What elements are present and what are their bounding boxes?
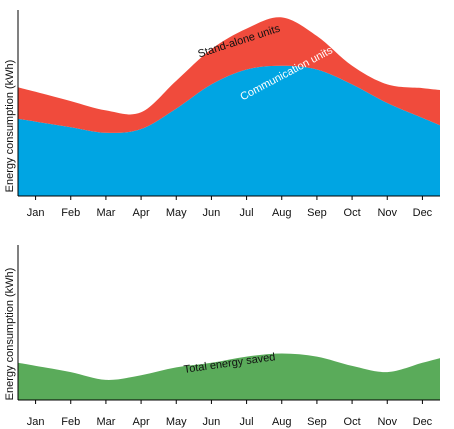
x-tick-label: Jan [27,207,45,219]
stacked-area-chart: Energy consumption (kWh) Communication u… [4,10,440,219]
x-tick-label: Mar [96,207,115,219]
area-total-energy-saved [18,353,440,400]
x-tick-label: Jun [203,207,221,219]
x-tick-label: Oct [344,207,361,219]
x-tick-label: Jul [240,416,254,428]
x-tick-label: Jun [203,416,221,428]
x-tick-label: Nov [377,207,397,219]
x-tick-label: Sep [307,416,327,428]
y-axis-label: Energy consumption (kWh) [4,268,16,401]
x-tick-label: May [166,416,187,428]
x-tick-label: Aug [272,207,292,219]
x-tick-label: Apr [133,207,150,219]
x-tick-label: Mar [96,416,115,428]
x-tick-label: Apr [133,416,150,428]
x-tick-label: Jul [240,207,254,219]
x-tick-label: Sep [307,207,327,219]
x-tick-label: Dec [413,207,433,219]
x-tick-label: May [166,207,187,219]
x-tick-label: Aug [272,416,292,428]
savings-area-chart: Energy consumption (kWh) Total energy sa… [4,245,440,428]
x-tick-label: Feb [61,416,80,428]
x-tick-label: Oct [344,416,361,428]
area-communication-units [18,65,440,196]
x-tick-label: Feb [61,207,80,219]
x-tick-label: Dec [413,416,433,428]
x-tick-label: Jan [27,416,45,428]
x-tick-label: Nov [377,416,397,428]
y-axis-label: Energy consumption (kWh) [4,60,16,193]
area-stand-alone-units [18,17,440,133]
